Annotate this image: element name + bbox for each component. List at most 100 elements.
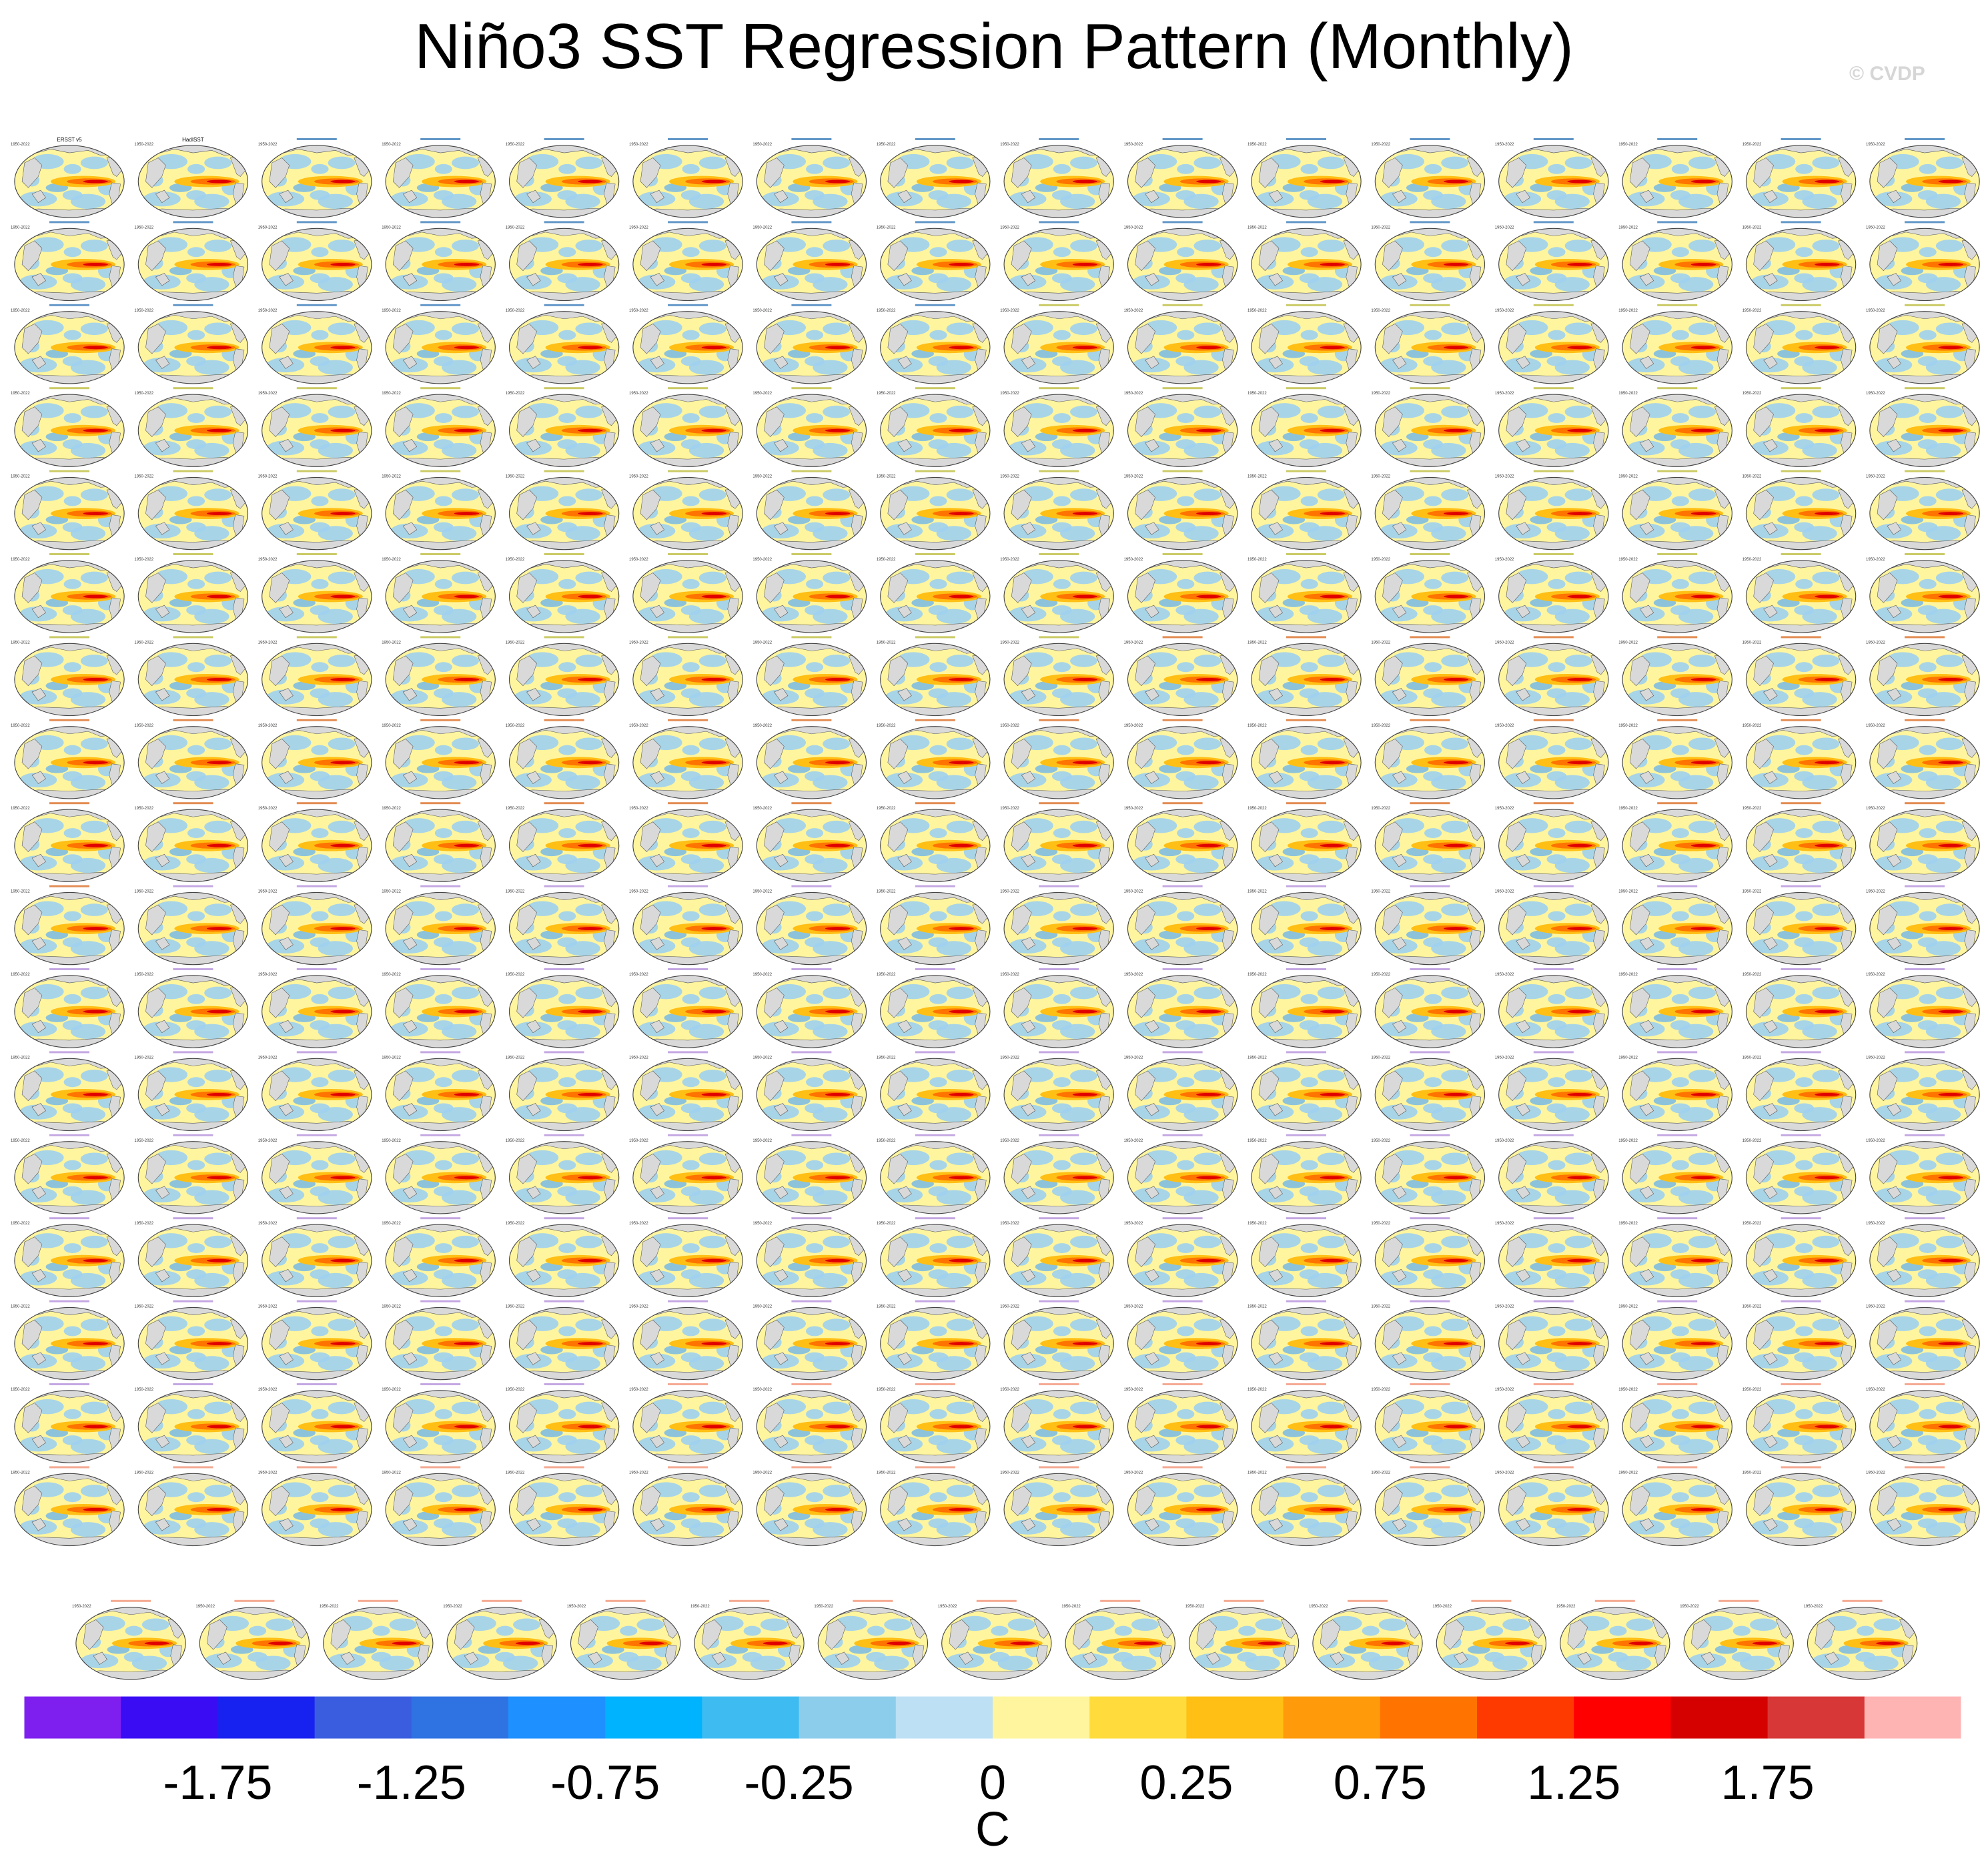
- map-panel: 1950-2022: [629, 1300, 744, 1381]
- panel-period-label: 1950-2022: [382, 1305, 401, 1309]
- panel-period-label: 1950-2022: [1866, 392, 1885, 396]
- panel-period-label: 1950-2022: [134, 1222, 153, 1226]
- panel-title-mark: [791, 470, 832, 472]
- panel-title-mark: [915, 1300, 955, 1302]
- panel-period-label: 1950-2022: [1743, 1222, 1762, 1226]
- panel-period-label: 1950-2022: [506, 724, 525, 728]
- panel-title-mark: [1286, 1217, 1326, 1220]
- panel-title-mark: [1162, 1051, 1203, 1054]
- panel-title-mark: [1410, 1217, 1450, 1220]
- map-panel: 1950-2022: [134, 470, 249, 551]
- panel-period-label: 1950-2022: [1124, 1222, 1143, 1226]
- panel-period-label: 1950-2022: [1248, 1471, 1267, 1475]
- map-panel: 1950-2022: [877, 885, 991, 966]
- panel-period-label: 1950-2022: [443, 1605, 462, 1609]
- map-panel: 1950-2022: [1124, 636, 1239, 717]
- panel-title: HadISST: [182, 137, 204, 143]
- panel-period-label: 1950-2022: [1124, 1139, 1143, 1143]
- panel-title-mark: [791, 719, 832, 721]
- panel-title-mark: [173, 968, 213, 970]
- panel-period-label: 1950-2022: [1371, 475, 1390, 479]
- map-panel: 1950-2022: [629, 1217, 744, 1298]
- panel-title-mark: [915, 1383, 955, 1385]
- panel-title-mark: [1286, 138, 1326, 140]
- panel-title-mark: [420, 719, 461, 721]
- panel-period-label: 1950-2022: [506, 309, 525, 313]
- panel-title-mark: [1781, 138, 1821, 140]
- panel-title-mark: [49, 1466, 89, 1469]
- map-panel: 1950-2022: [877, 1217, 991, 1298]
- panel-title-mark: [1781, 1466, 1821, 1469]
- panel-title-mark: [49, 968, 89, 970]
- map-panel: 1950-2022: [1371, 885, 1486, 966]
- panel-title-mark: [49, 1300, 89, 1302]
- panel-title-mark: [544, 1466, 584, 1469]
- chart-title: Niño3 SST Regression Pattern (Monthly): [414, 11, 1574, 82]
- panel-title-mark: [915, 470, 955, 472]
- panel-title-mark: [420, 1051, 461, 1054]
- panel-title-mark: [1905, 553, 1945, 555]
- map-panel: 1950-2022: [1000, 802, 1115, 883]
- map-panel: 1950-2022: [1000, 1051, 1115, 1132]
- panel-period-label: 1950-2022: [1556, 1605, 1576, 1609]
- panel-period-label: 1950-2022: [629, 309, 648, 313]
- map-panel: 1950-2022: [134, 1300, 249, 1381]
- panel-title-mark: [49, 1383, 89, 1385]
- colorbar-tick-label: 0.75: [1334, 1756, 1427, 1810]
- map-panel: 1950-2022: [134, 387, 249, 468]
- panel-title-mark: [1657, 719, 1698, 721]
- panel-period-label: 1950-2022: [1495, 641, 1514, 645]
- map-panel: 1950-2022: [1248, 1051, 1362, 1132]
- map-panel: 1950-2022: [1000, 636, 1115, 717]
- map-panel: 1950-2022: [134, 636, 249, 717]
- panel-period-label: 1950-2022: [1248, 558, 1267, 562]
- panel-period-label: 1950-2022: [877, 1139, 896, 1143]
- panel-period-label: 1950-2022: [1124, 475, 1143, 479]
- panel-period-label: 1950-2022: [1495, 807, 1514, 811]
- panel-title-mark: [1781, 1134, 1821, 1136]
- panel-title-mark: [1533, 553, 1574, 555]
- panel-title-mark: [1533, 1300, 1574, 1302]
- panel-title-mark: [111, 1599, 151, 1602]
- panel-period-label: 1950-2022: [1495, 475, 1514, 479]
- panel-period-label: 1950-2022: [1371, 1388, 1390, 1392]
- panel-title-mark: [791, 885, 832, 887]
- map-panel: 1950-2022: [629, 221, 744, 302]
- panel-title-mark: [173, 1217, 213, 1220]
- panel-period-label: 1950-2022: [506, 1305, 525, 1309]
- colorbar-swatch: [1283, 1696, 1381, 1739]
- panel-title-mark: [791, 1051, 832, 1054]
- panel-title-mark: [1657, 885, 1698, 887]
- panel-period-label: 1950-2022: [1866, 226, 1885, 230]
- panel-title-mark: [544, 553, 584, 555]
- panel-title-mark: [49, 221, 89, 224]
- panel-period-label: 1950-2022: [1371, 143, 1390, 147]
- panel-title-mark: [1533, 1051, 1574, 1054]
- panel-title-mark: [1039, 138, 1079, 140]
- panel-title-mark: [1533, 1466, 1574, 1469]
- map-panel: 1950-2022: [11, 968, 125, 1049]
- colorbar-swatch: [411, 1696, 509, 1739]
- panel-title-mark: [1348, 1599, 1388, 1602]
- panel-title-mark: [1905, 1466, 1945, 1469]
- panel-period-label: 1950-2022: [11, 1305, 30, 1309]
- map-panel: 1950-2022: [1371, 802, 1486, 883]
- panel-period-label: 1950-2022: [258, 641, 278, 645]
- panel-period-label: 1950-2022: [1618, 973, 1638, 977]
- map-panel: 1950-2022: [1743, 1383, 1857, 1464]
- map-panel: 1950-2022: [382, 802, 496, 883]
- panel-period-label: 1950-2022: [195, 1605, 215, 1609]
- map-panel: 1950-2022: [629, 387, 744, 468]
- panel-title-mark: [1286, 387, 1326, 390]
- panel-period-label: 1950-2022: [134, 641, 153, 645]
- panel-title-mark: [1223, 1599, 1264, 1602]
- map-panel: 1950-2022: [506, 1134, 620, 1215]
- map-panel: 1950-2022: [506, 719, 620, 800]
- map-panel: 1950-2022: [195, 1599, 310, 1681]
- panel-title-mark: [1781, 885, 1821, 887]
- map-panel: 1950-2022: [753, 719, 867, 800]
- panel-title-mark: [791, 138, 832, 140]
- map-panel: 1950-2022: [877, 304, 991, 385]
- panel-period-label: 1950-2022: [382, 1056, 401, 1060]
- panel-period-label: 1950-2022: [258, 392, 278, 396]
